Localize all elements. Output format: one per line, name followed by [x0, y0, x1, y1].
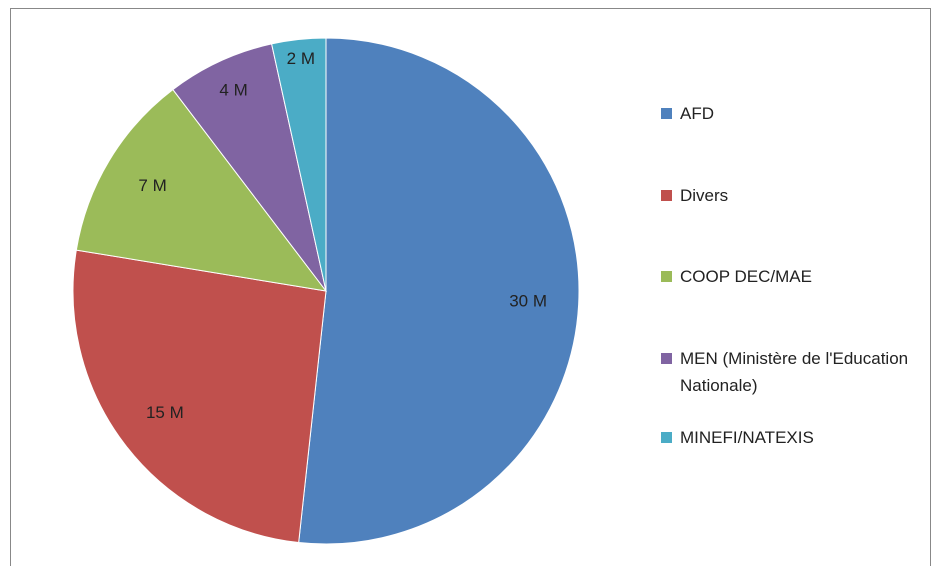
- legend-swatch: [661, 108, 672, 119]
- pie-slice: [271, 37, 327, 292]
- legend-item: Divers: [655, 182, 925, 209]
- data-label: 7 M: [138, 176, 166, 195]
- data-label: 30 M: [509, 291, 547, 310]
- data-label: 15 M: [146, 403, 184, 422]
- legend-item: COOP DEC/MAE: [655, 263, 925, 290]
- legend-item: MEN (Ministère de l'Education Nationale): [655, 345, 925, 399]
- legend-swatch: [661, 353, 672, 364]
- legend-label: AFD: [680, 104, 714, 123]
- legend-item: AFD: [655, 100, 925, 127]
- pie-slice: [172, 43, 327, 292]
- chart-frame: [10, 8, 931, 566]
- pie-slice: [75, 88, 328, 292]
- pie-slice: [72, 249, 327, 544]
- legend-item: MINEFI/NATEXIS: [655, 424, 925, 451]
- legend-label: MEN (Ministère de l'Education Nationale): [680, 349, 909, 395]
- data-label: 2 M: [287, 49, 315, 68]
- data-label: 4 M: [219, 81, 247, 100]
- legend-swatch: [661, 271, 672, 282]
- legend-swatch: [661, 190, 672, 201]
- legend-label: MINEFI/NATEXIS: [680, 428, 814, 447]
- legend-label: COOP DEC/MAE: [680, 267, 812, 286]
- legend-label: Divers: [680, 186, 729, 205]
- legend-swatch: [661, 432, 672, 443]
- pie-slice: [298, 37, 580, 545]
